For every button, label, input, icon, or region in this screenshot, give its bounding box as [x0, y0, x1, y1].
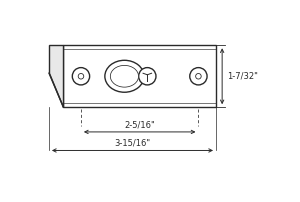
Bar — [63, 45, 216, 107]
Bar — [63, 45, 216, 107]
Circle shape — [190, 68, 207, 85]
Text: 3-15/16": 3-15/16" — [114, 139, 151, 148]
Circle shape — [78, 74, 84, 79]
Circle shape — [196, 74, 201, 79]
Circle shape — [72, 68, 90, 85]
Ellipse shape — [105, 60, 144, 92]
Circle shape — [139, 68, 156, 85]
Text: 2-5/16": 2-5/16" — [124, 120, 155, 129]
Text: 1-7/32": 1-7/32" — [227, 72, 258, 81]
Polygon shape — [49, 45, 63, 107]
Ellipse shape — [110, 65, 139, 87]
